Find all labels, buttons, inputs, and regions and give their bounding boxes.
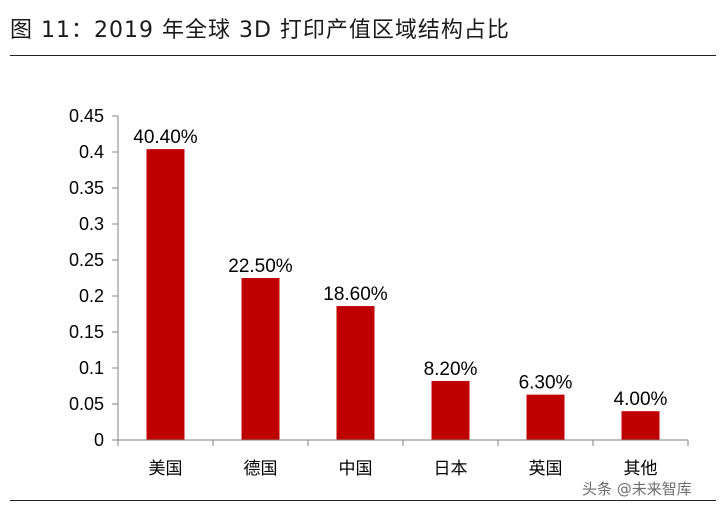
y-tick-label: 0.15 <box>69 322 104 342</box>
y-tick-label: 0 <box>94 430 104 450</box>
bar <box>621 411 660 440</box>
y-tick-label: 0.3 <box>79 214 104 234</box>
x-category-label: 中国 <box>339 459 373 479</box>
x-category-label: 日本 <box>434 459 468 479</box>
y-tick-label: 0.1 <box>79 358 104 378</box>
data-label: 4.00% <box>614 389 668 410</box>
data-labels-group: 40.40% 22.50% 18.60% 8.20% 6.30% 4.00% <box>133 127 667 410</box>
y-tick-label: 0.2 <box>79 286 104 306</box>
y-tick-label: 0.45 <box>69 106 104 126</box>
page-title: 图 11：2019 年全球 3D 打印产值区域结构占比 <box>10 18 510 43</box>
x-category-label: 美国 <box>149 459 183 479</box>
bar <box>336 306 375 440</box>
data-label: 40.40% <box>133 127 198 148</box>
data-label: 22.50% <box>228 256 293 277</box>
data-label: 6.30% <box>519 373 573 394</box>
bar <box>431 380 470 440</box>
x-category-label: 德国 <box>244 459 278 479</box>
bar <box>146 149 185 440</box>
watermark-text: 头条 @未来智库 <box>580 478 694 499</box>
x-axis: 美国 德国 中国 日本 英国 其他 <box>117 439 689 479</box>
y-tick-label: 0.35 <box>69 178 104 198</box>
data-label: 8.20% <box>424 359 478 380</box>
title-divider <box>10 55 716 56</box>
footer-divider <box>10 500 716 501</box>
x-category-label: 其他 <box>624 459 658 479</box>
bars-group <box>146 149 660 440</box>
bar <box>526 394 565 440</box>
bar <box>241 278 280 440</box>
x-category-label: 英国 <box>529 459 563 479</box>
y-axis: 0 0.05 0.1 0.15 0.2 0.25 0.3 0.35 0.4 0.45 <box>69 106 119 450</box>
data-label: 18.60% <box>323 284 388 305</box>
y-tick-label: 0.05 <box>69 394 104 414</box>
y-tick-label: 0.25 <box>69 250 104 270</box>
y-tick-label: 0.4 <box>79 142 104 162</box>
